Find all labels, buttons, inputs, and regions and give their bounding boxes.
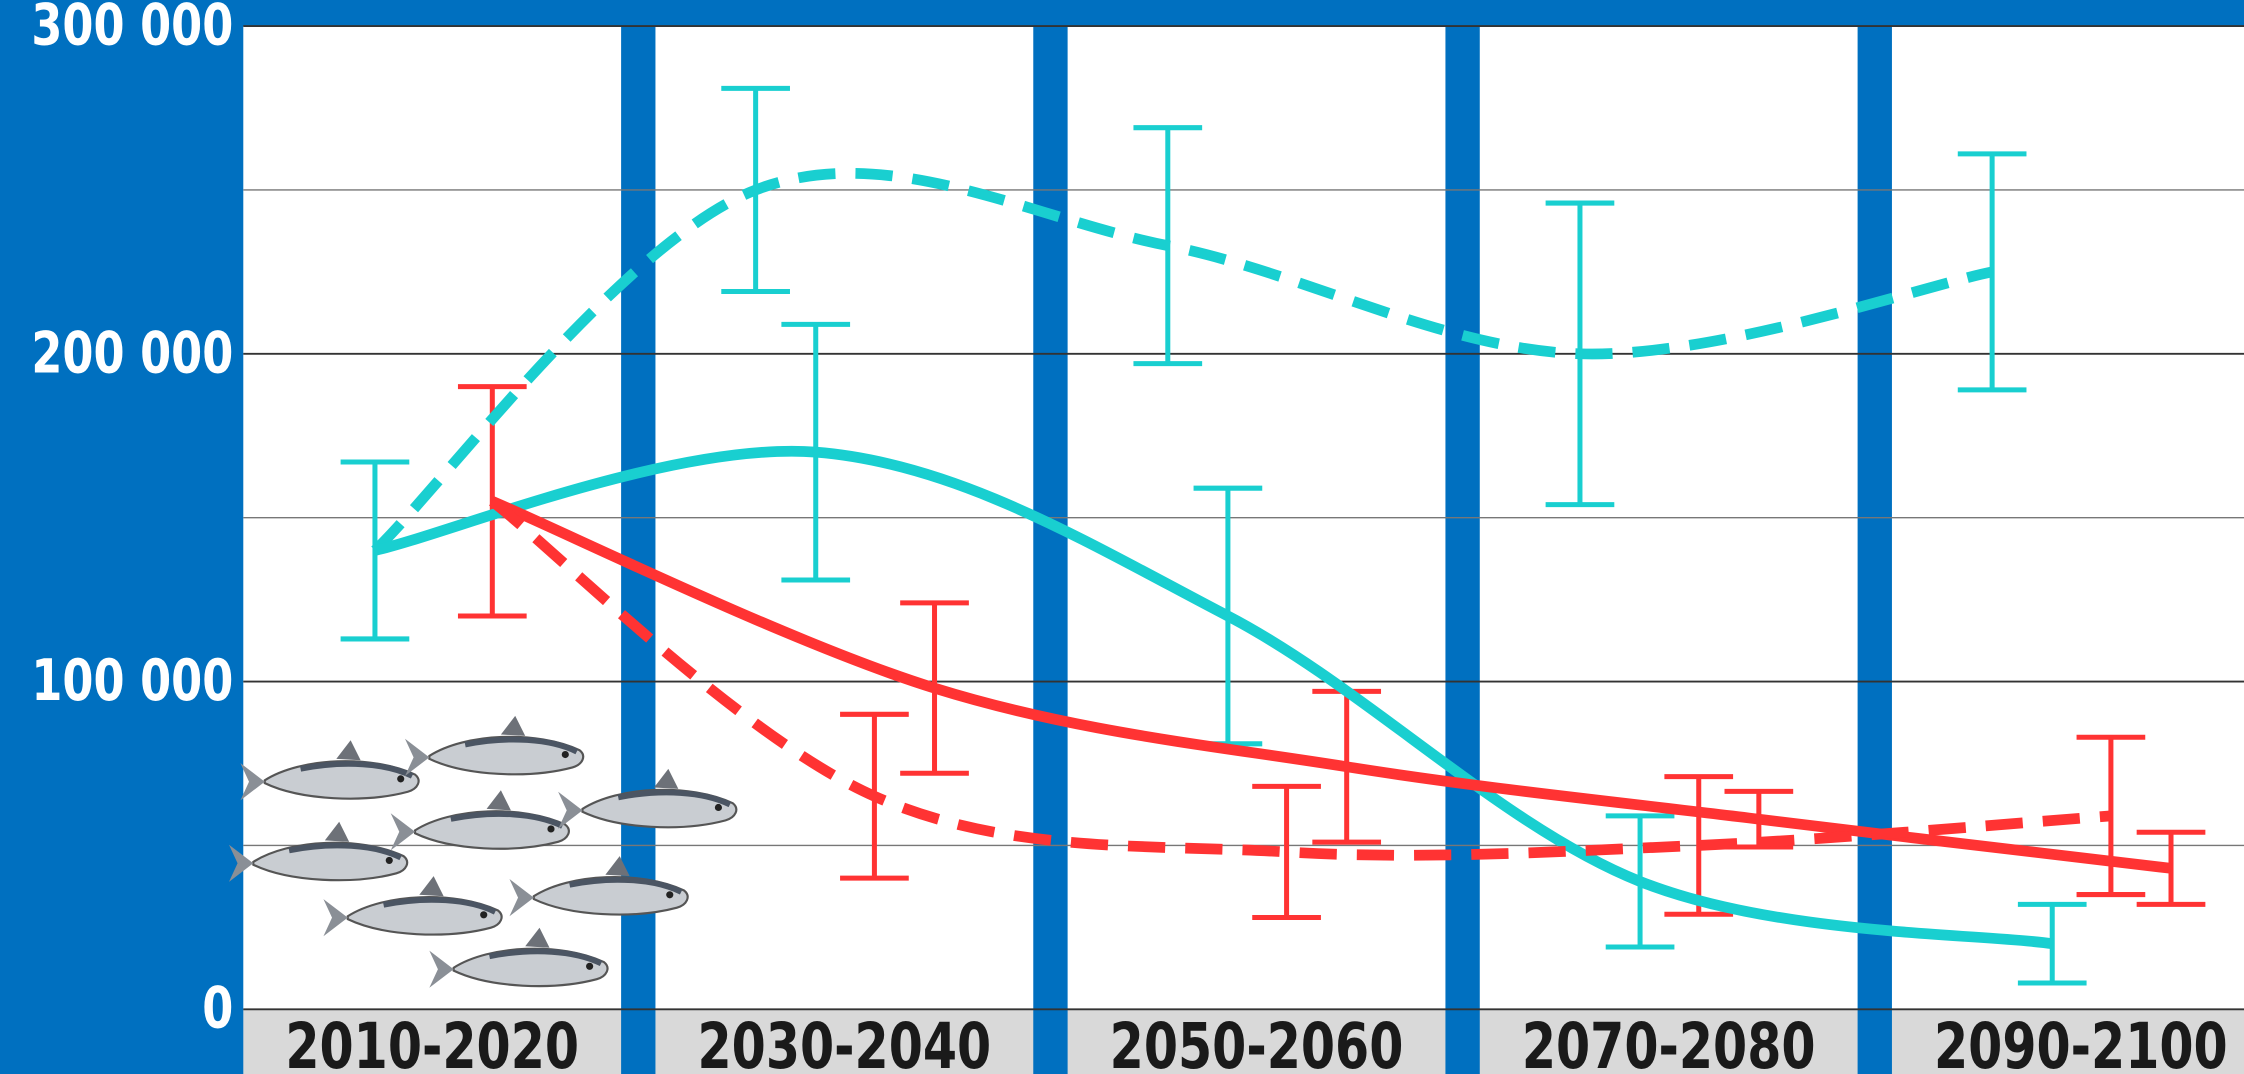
error-bar <box>1252 783 1321 921</box>
category-band <box>655 1009 1034 1074</box>
y-tick-label: 100 000 <box>31 648 233 715</box>
error-bar <box>340 459 410 642</box>
error-bar <box>1664 774 1734 917</box>
error-bar-stroke <box>340 459 410 642</box>
series-line <box>371 167 1994 555</box>
x-tick-label: 2050-2060 <box>1110 1011 1404 1074</box>
series-line <box>489 497 2112 861</box>
x-tick-label: 2010-2020 <box>285 1011 579 1074</box>
error-bar-stroke <box>1252 783 1321 921</box>
category-band <box>1479 1009 1858 1074</box>
y-tick-label: 300 000 <box>31 0 233 59</box>
x-tick-label: 2090-2100 <box>1934 1011 2228 1074</box>
category-band <box>243 1009 622 1074</box>
error-bar-stroke <box>1957 151 2027 393</box>
x-tick-label: 2070-2080 <box>1522 1011 1816 1074</box>
category-band <box>1891 1009 2244 1074</box>
category-band <box>1067 1009 1446 1074</box>
error-bar-stroke <box>1664 774 1734 917</box>
series-line <box>373 445 2054 950</box>
y-tick-label: 0 <box>202 975 233 1042</box>
x-tick-label: 2030-2040 <box>698 1011 992 1074</box>
error-bar <box>1957 151 2027 393</box>
y-tick-label: 200 000 <box>31 320 233 387</box>
